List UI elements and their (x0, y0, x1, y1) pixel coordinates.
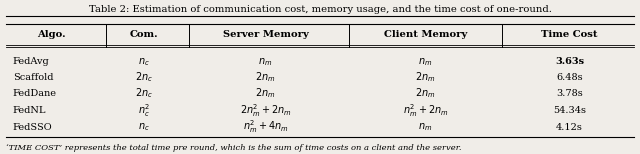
Text: FedNL: FedNL (13, 106, 46, 115)
Text: Client Memory: Client Memory (384, 30, 467, 39)
Text: Algo.: Algo. (37, 30, 65, 39)
Text: $n_m^2+4n_m$: $n_m^2+4n_m$ (243, 119, 289, 136)
Text: $2n_c$: $2n_c$ (135, 70, 153, 84)
Text: $n_c$: $n_c$ (138, 56, 150, 67)
Text: $2n_c$: $2n_c$ (135, 86, 153, 100)
Text: 3.78s: 3.78s (556, 89, 583, 98)
Text: 3.63s: 3.63s (555, 57, 584, 66)
Text: 54.34s: 54.34s (553, 106, 586, 115)
Text: FedDane: FedDane (13, 89, 57, 98)
Text: Table 2: Estimation of communication cost, memory usage, and the time cost of on: Table 2: Estimation of communication cos… (88, 5, 552, 14)
Text: ‘TIME COST’ represents the total time pre round, which is the sum of time costs : ‘TIME COST’ represents the total time pr… (6, 144, 462, 152)
Text: $2n_m^2+2n_m$: $2n_m^2+2n_m$ (240, 102, 291, 119)
Text: $2n_m$: $2n_m$ (255, 86, 276, 100)
Text: Server Memory: Server Memory (223, 30, 308, 39)
Text: Time Cost: Time Cost (541, 30, 598, 39)
Text: $2n_m$: $2n_m$ (415, 70, 436, 84)
Text: FedAvg: FedAvg (13, 57, 49, 66)
Text: 4.12s: 4.12s (556, 123, 583, 132)
Text: $2n_m$: $2n_m$ (415, 86, 436, 100)
Text: 6.48s: 6.48s (556, 73, 583, 81)
Text: $n_m^2+2n_m$: $n_m^2+2n_m$ (403, 102, 449, 119)
Text: $n_m$: $n_m$ (419, 121, 433, 133)
Text: $n_m$: $n_m$ (259, 56, 273, 67)
Text: Scaffold: Scaffold (13, 73, 53, 81)
Text: $n_m$: $n_m$ (419, 56, 433, 67)
Text: $n_c^2$: $n_c^2$ (138, 102, 150, 119)
Text: FedSSO: FedSSO (13, 123, 52, 132)
Text: $2n_m$: $2n_m$ (255, 70, 276, 84)
Text: $n_c$: $n_c$ (138, 121, 150, 133)
Text: Com.: Com. (130, 30, 158, 39)
